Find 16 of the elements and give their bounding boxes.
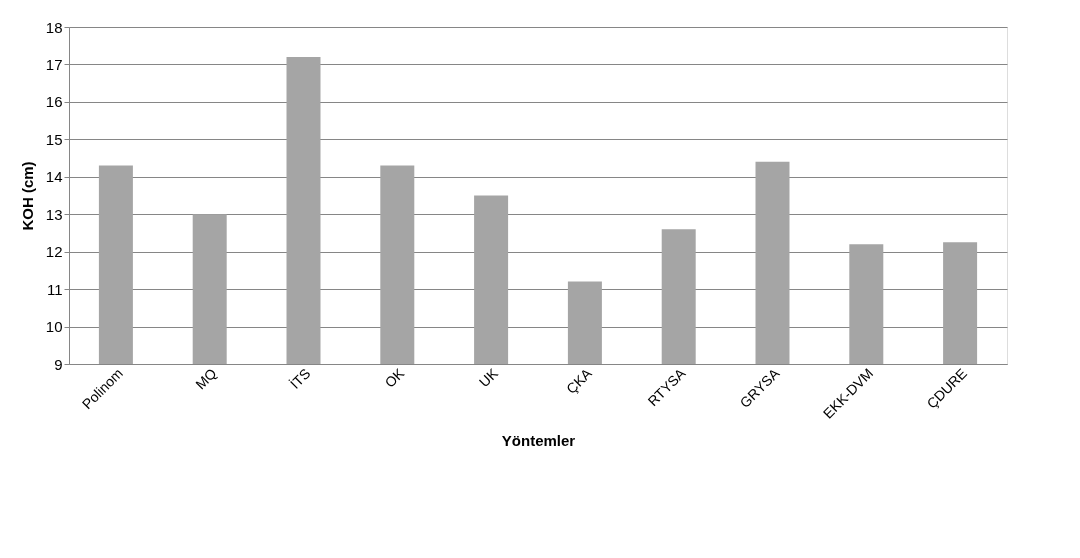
y-axis-title: KOH (cm) bbox=[18, 161, 36, 231]
y-tick-label: 17 bbox=[45, 55, 63, 73]
y-tick-label: 9 bbox=[54, 355, 63, 373]
y-tick-label: 16 bbox=[45, 93, 63, 111]
y-tick-label: 12 bbox=[45, 243, 63, 261]
y-tick-label: 15 bbox=[45, 130, 63, 148]
x-tick-label: İTS bbox=[285, 364, 314, 392]
x-tick-label: UK bbox=[475, 364, 502, 391]
x-axis-title: Yöntemler bbox=[501, 431, 576, 449]
y-tick-label: 18 bbox=[45, 18, 63, 36]
x-tick-label: MQ bbox=[192, 365, 220, 393]
y-tick-label: 10 bbox=[45, 318, 63, 336]
y-tick-label: 14 bbox=[45, 168, 63, 186]
y-tick-label: 13 bbox=[45, 205, 63, 223]
y-tick-label: 11 bbox=[46, 280, 63, 298]
x-tick-label: OK bbox=[381, 364, 408, 391]
